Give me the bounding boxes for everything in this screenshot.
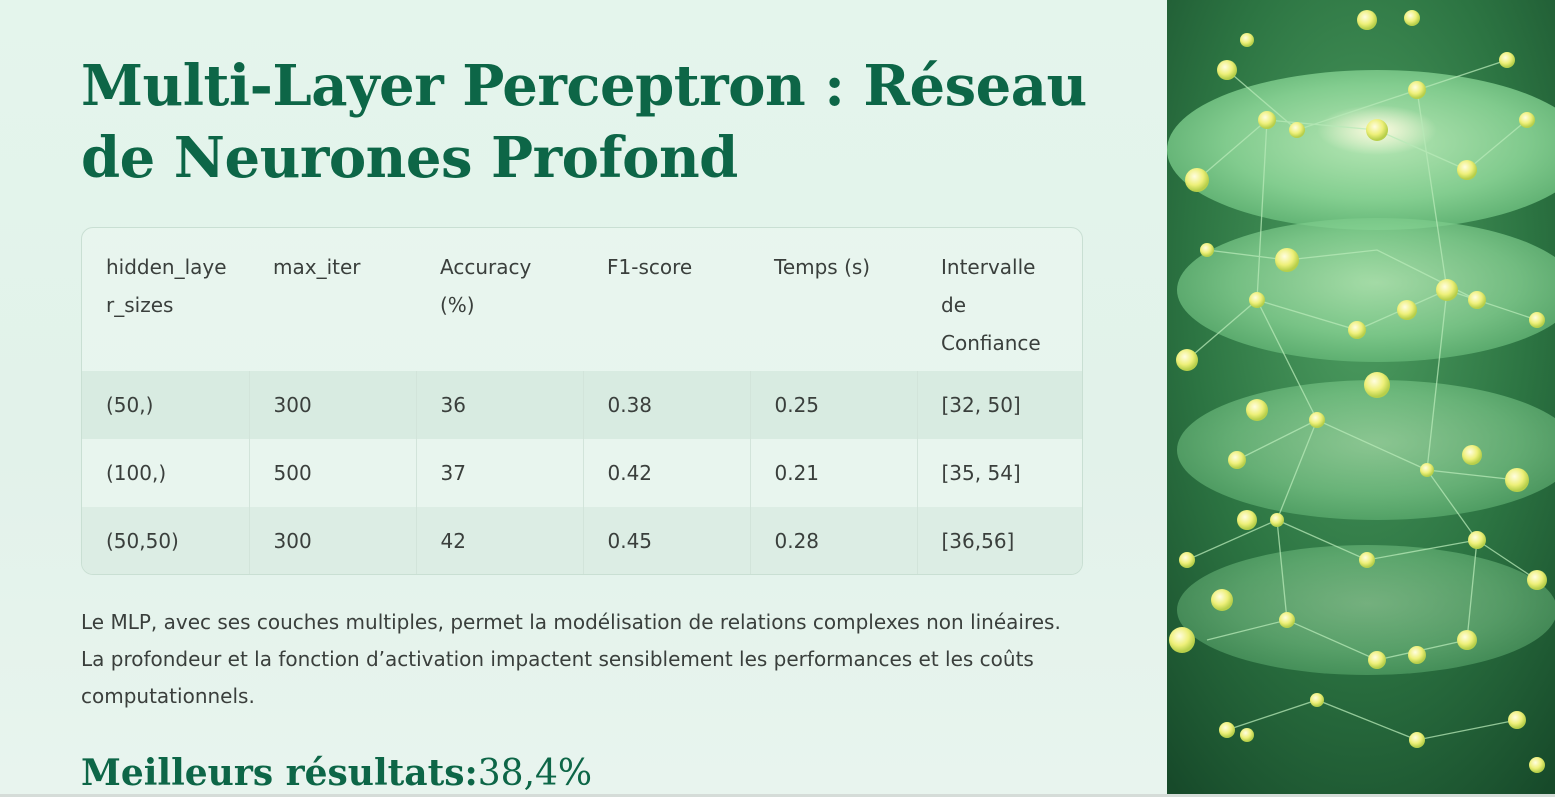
- table-cell: 42: [415, 507, 583, 574]
- header-f1-score: F1-score: [607, 255, 693, 279]
- table-cell: 0.38: [582, 371, 750, 439]
- header-temps: Temps (s): [774, 255, 871, 279]
- slide-title: Multi-Layer Perceptron : Réseau de Neuro…: [81, 53, 1087, 191]
- neural-network-image: [1167, 0, 1555, 797]
- bottom-divider: [0, 794, 1555, 797]
- table-row: (50,50) 300 42 0.45 0.28 [36,56]: [82, 507, 1082, 574]
- table-cell: 0.45: [582, 507, 750, 574]
- table-cell: 300: [248, 371, 416, 439]
- best-results-value: 38,4%: [477, 753, 593, 794]
- neural-network-illustration-icon: [1167, 0, 1555, 797]
- table-cell: 0.21: [749, 439, 917, 507]
- header-intervalle: Intervalle de Confiance: [941, 255, 1041, 355]
- table-cell: (100,): [82, 439, 249, 507]
- table-cell: 37: [415, 439, 583, 507]
- table-cell: [32, 50]: [916, 371, 1082, 439]
- table-row: (100,) 500 37 0.42 0.21 [35, 54]: [82, 439, 1082, 507]
- slide-content: Multi-Layer Perceptron : Réseau de Neuro…: [0, 0, 1167, 797]
- table-cell: 36: [415, 371, 583, 439]
- best-results: Meilleurs résultats:38,4%: [81, 748, 592, 797]
- table-cell: 500: [248, 439, 416, 507]
- table-cell: [35, 54]: [916, 439, 1082, 507]
- results-table-grid: hidden_layer_sizes max_iter Accuracy (%)…: [82, 228, 1082, 574]
- best-results-label: Meilleurs résultats:: [81, 752, 478, 794]
- table-cell: [36,56]: [916, 507, 1082, 574]
- table-row: (50,) 300 36 0.38 0.25 [32, 50]: [82, 371, 1082, 439]
- slide-description: Le MLP, avec ses couches multiples, perm…: [81, 610, 1061, 708]
- table-cell: 300: [248, 507, 416, 574]
- table-cell: 0.28: [749, 507, 917, 574]
- table-header-row: hidden_layer_sizes max_iter Accuracy (%)…: [82, 228, 1082, 371]
- results-table: hidden_layer_sizes max_iter Accuracy (%)…: [81, 227, 1083, 575]
- header-max-iter: max_iter: [273, 255, 361, 279]
- table-cell: (50,50): [82, 507, 249, 574]
- table-cell: 0.25: [749, 371, 917, 439]
- table-cell: 0.42: [582, 439, 750, 507]
- header-hidden-layer-sizes: hidden_layer_sizes: [106, 255, 227, 317]
- header-accuracy: Accuracy (%): [440, 255, 532, 317]
- table-cell: (50,): [82, 371, 249, 439]
